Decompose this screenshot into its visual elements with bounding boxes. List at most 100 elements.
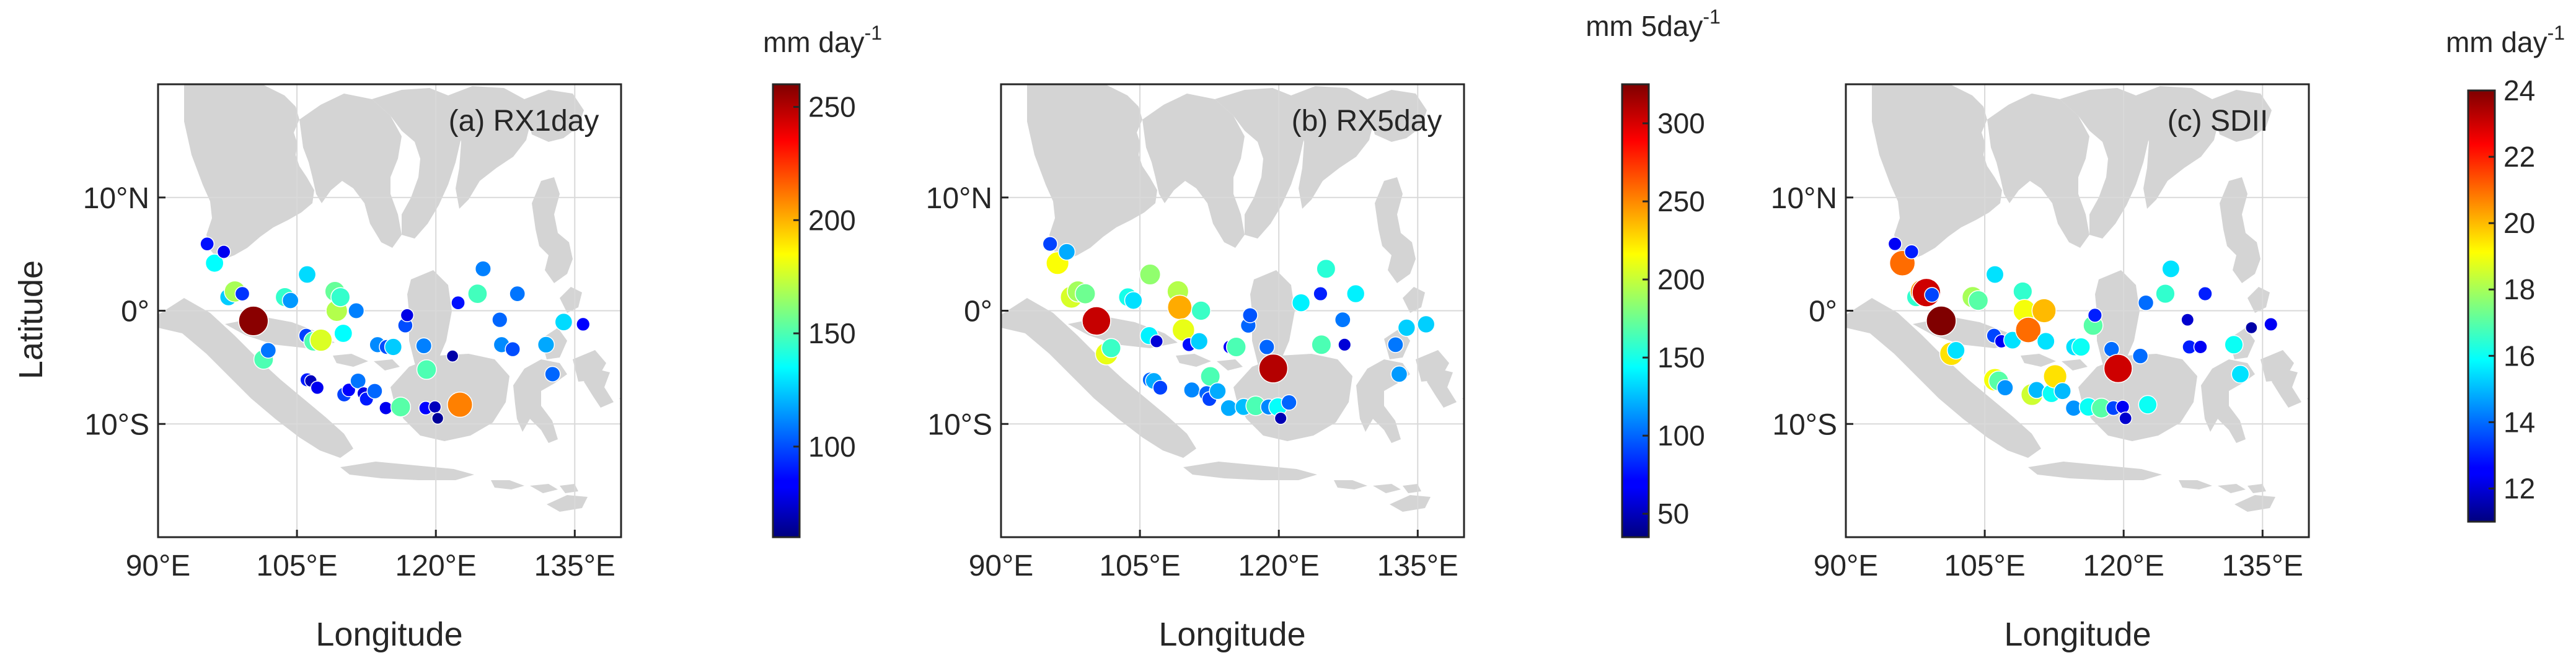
x-tick-label: 90°E [1814,550,1879,582]
station-marker [205,253,224,273]
x-axis-label-c: Longitude [2004,616,2151,653]
station-marker [310,380,325,395]
colorbar-unit: mm day-1 [763,22,882,58]
station-marker [2036,331,2055,351]
panel-rx1day: 90°E 105°E 120°E 135°E 10°S 0° 10°N (a) RX1day [83,83,622,582]
station-marker [2245,321,2258,335]
colorbar-tick-label: 200 [1657,263,1705,296]
y-tick-label: 10°N [1771,182,1837,215]
colorbar-ticks: 50 100 150 200 250 300 [1643,107,1705,530]
y-tick-label: 0° [121,296,149,328]
y-tick-label: 0° [964,296,992,328]
colorbar-rx5day: 50 100 150 200 250 300 mm 5day-1 [1586,6,1721,538]
colorbar-ticks: 100 150 200 250 [793,91,856,463]
station-marker [1082,306,1111,336]
station-marker [1101,338,1122,359]
station-marker [1334,311,1351,328]
station-marker [2224,335,2244,354]
station-marker [1996,379,2014,397]
station-marker [1338,338,1352,352]
colorbar-tick-label: 300 [1657,107,1705,139]
station-marker [1417,315,1436,334]
station-marker [2138,395,2158,414]
station-marker [1258,353,1289,384]
station-marker [1220,399,1238,417]
station-marker [1258,338,1275,356]
station-marker [1200,366,1221,387]
station-marker [576,317,591,332]
x-axis-label-a: Longitude [315,616,462,653]
station-marker [1887,237,1902,252]
station-marker [384,338,403,356]
station-marker [1397,318,1416,337]
x-tick-label: 90°E [126,550,191,582]
x-tick-label: 90°E [969,550,1034,582]
station-marker [2119,411,2133,426]
x-tick-label: 135°E [534,550,615,582]
y-tick-label: 10°S [84,408,149,441]
station-marker [1190,332,1209,351]
station-marker [467,283,488,304]
station-marker [1152,380,1168,396]
station-marker [1191,300,1211,321]
panel-sdii: 90°E 105°E 120°E 135°E 10°S 0° 10°N (c) SDII [1771,83,2310,582]
station-marker [554,312,573,331]
colorbar-unit-exponent: -1 [1703,6,1720,28]
station-marker [1167,294,1193,320]
station-marker [2115,400,2130,414]
x-tick-label: 135°E [2222,550,2303,582]
station-marker [1124,291,1143,310]
station-marker [2181,313,2195,327]
station-marker [428,400,442,414]
y-tick-label: 10°S [927,408,992,441]
station-markers [200,236,591,425]
station-marker [200,236,215,252]
panel-label: (b) RX5day [1292,105,1442,138]
station-marker [1926,305,1957,336]
colorbar-gradient [772,83,801,538]
station-marker [1346,284,1365,304]
station-marker [544,366,561,382]
colorbar-tick-label: 200 [808,204,856,236]
station-marker [1985,265,2005,284]
colorbar-tick-label: 20 [2503,207,2535,239]
colorbar-tick-label: 150 [1657,341,1705,374]
panel-rx5day: 90°E 105°E 120°E 135°E 10°S 0° 10°N (b) RX5day [926,83,1465,582]
station-marker [492,311,508,328]
station-marker [1042,236,1058,252]
station-marker [2071,337,2091,357]
station-marker [260,342,277,359]
colorbar-gradient [2467,89,2496,523]
station-marker [2264,317,2278,331]
station-marker [330,287,351,307]
colorbar-tick-label: 16 [2503,340,2535,372]
station-marker [1242,307,1258,323]
station-marker [416,359,437,380]
station-marker [446,349,459,362]
station-marker [2015,317,2042,343]
colorbar-tick-label: 14 [2503,406,2535,438]
x-tick-label: 105°E [256,550,337,582]
station-marker [2103,354,2133,384]
station-marker [281,292,299,309]
station-marker [390,397,412,418]
station-marker [1316,258,1336,279]
station-marker [1281,394,1297,411]
station-marker [1390,365,1408,383]
colorbar-tick-label: 50 [1657,498,1689,530]
station-marker [1183,381,1201,399]
station-marker [2137,294,2155,311]
station-marker [333,323,353,343]
colorbar-tick-label: 24 [2503,74,2535,107]
station-marker [1226,336,1246,357]
station-marker [2231,364,2250,384]
station-marker [2161,259,2181,278]
colorbar-unit-text: mm day [763,26,865,58]
colorbar-tick-label: 100 [808,431,856,463]
station-marker [216,245,231,259]
x-tick-label: 120°E [395,550,477,582]
colorbar-tick-label: 150 [808,317,856,349]
station-marker [1967,290,1989,311]
colorbar-tick-label: 22 [2503,141,2535,173]
colorbar-tick-label: 12 [2503,472,2535,504]
